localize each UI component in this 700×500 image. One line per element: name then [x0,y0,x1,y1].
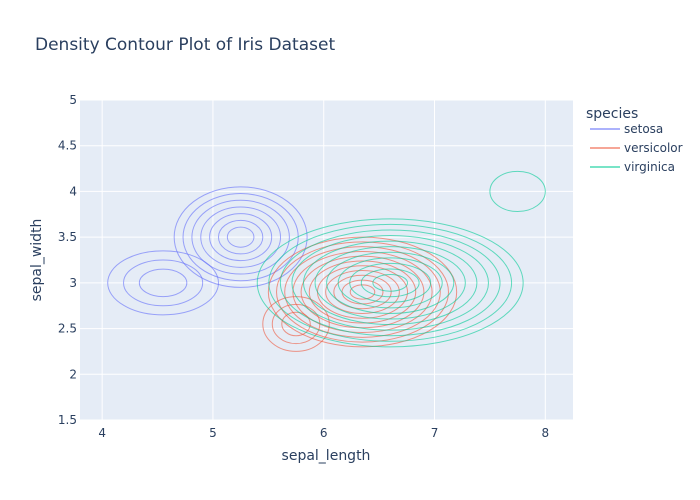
x-tick-label: 4 [98,426,106,440]
contour-line [326,251,455,314]
contour-line [360,268,420,298]
contour-line [200,206,282,268]
y-axis-ticks: 1.5 2 2.5 3 3.5 4 4.5 5 [58,93,77,427]
x-tick-label: 5 [209,426,217,440]
y-axis-label: sepal_width [29,219,45,302]
contour-line [217,219,264,255]
contour-line [284,246,441,338]
contour-line [337,257,443,309]
chart-title: Density Contour Plot of Iris Dataset [35,35,335,55]
contour-line [268,223,513,342]
x-tick-label: 7 [431,426,439,440]
y-tick-label: 5 [69,93,77,107]
contour-line [349,284,376,300]
contour-line [226,226,255,248]
y-tick-label: 1.5 [58,413,77,427]
contour-layer [107,170,546,352]
contour-line [276,241,449,343]
contour-line [123,259,204,307]
contour-line [107,250,219,316]
contour-line [138,268,188,298]
contour-group-versicolor [262,236,458,352]
y-tick-label: 3.5 [58,230,77,244]
legend: species setosa versicolor virginica [586,106,683,174]
contour-line [489,170,546,213]
contour-line [279,229,501,337]
legend-title: species [586,106,638,122]
contour-line [271,303,321,345]
contour-line [302,240,478,326]
contour-line [314,246,466,320]
contour-line [173,186,308,288]
y-tick-label: 4 [69,184,77,198]
contour-line [325,270,400,314]
contour-group-setosa [107,186,308,316]
contour-group-virginica [256,170,546,348]
contour-line [209,213,273,262]
contour-line [349,262,432,303]
y-tick-label: 3 [69,276,77,290]
x-tick-label: 6 [320,426,328,440]
contour-line [281,311,311,337]
y-tick-label: 2.5 [58,322,77,336]
legend-item-setosa[interactable]: setosa [624,122,663,136]
y-tick-label: 4.5 [58,139,77,153]
y-tick-label: 2 [69,367,77,381]
contour-line [372,274,409,292]
plot-area [80,100,573,420]
x-tick-label: 8 [541,426,549,440]
contour-line [333,274,392,310]
x-axis-label: sepal_length [282,448,371,464]
contour-line [291,235,489,331]
contour-line [256,218,524,348]
contour-line [292,250,433,334]
contour-line [300,255,425,329]
x-axis-ticks: 4 5 6 7 8 [98,426,549,440]
legend-item-versicolor[interactable]: versicolor [624,141,683,155]
contour-line [191,199,290,275]
legend-item-virginica[interactable]: virginica [624,160,675,174]
